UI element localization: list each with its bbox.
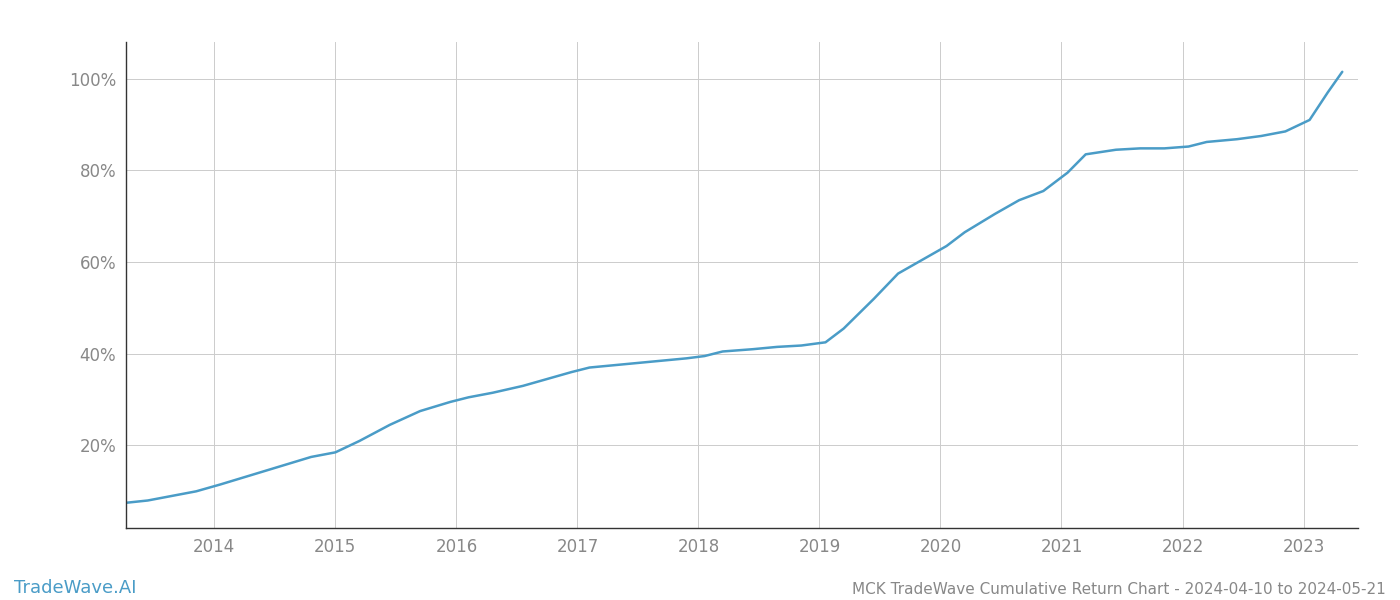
Text: TradeWave.AI: TradeWave.AI (14, 579, 137, 597)
Text: MCK TradeWave Cumulative Return Chart - 2024-04-10 to 2024-05-21: MCK TradeWave Cumulative Return Chart - … (853, 582, 1386, 597)
